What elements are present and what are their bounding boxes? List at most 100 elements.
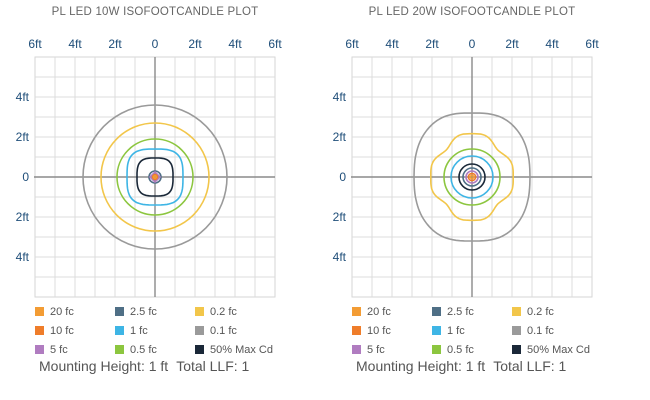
legend-label: 50% Max Cd — [210, 343, 273, 356]
y-tick-label: 4ft — [16, 250, 30, 264]
mounting-caption: Mounting Height: 1 ft Total LLF: 1 — [356, 358, 574, 374]
legend-swatch — [195, 326, 204, 335]
legend-swatch — [352, 345, 361, 354]
isofootcandle-plot: 6ft 4ft 2ft 0 2ft 4ft 6ft 4ft 2ft 0 2ft 4ft — [333, 37, 599, 298]
y-tick-label: 2ft — [333, 130, 347, 144]
legend-swatch — [195, 345, 204, 354]
x-tick-label: 0 — [469, 37, 476, 51]
y-tick-label: 0 — [22, 170, 29, 184]
isolines — [413, 112, 531, 242]
x-tick-label: 2ft — [188, 37, 202, 51]
x-tick-label: 6ft — [345, 37, 359, 51]
isoline-0-2-fc — [100, 122, 210, 232]
isoline-10-fc — [467, 172, 477, 182]
legend-label: 5 fc — [50, 343, 68, 356]
legend-item: 2.5 fc — [432, 302, 512, 321]
legend-label: 1 fc — [447, 324, 465, 337]
isoline-5-fc — [465, 170, 479, 184]
y-tick-label: 2ft — [333, 210, 347, 224]
legend-swatch — [35, 345, 44, 354]
legend-swatch — [432, 326, 441, 335]
legend-label: 0.1 fc — [210, 324, 237, 337]
isoline-5-fc — [148, 170, 162, 184]
legend-swatch — [115, 326, 124, 335]
isoline-0-5-fc — [443, 148, 501, 206]
y-tick-label: 2ft — [16, 210, 30, 224]
y-tick-label: 2ft — [16, 130, 30, 144]
legend-swatch — [352, 326, 361, 335]
x-tick-label: 6ft — [268, 37, 282, 51]
legend-label: 1 fc — [130, 324, 148, 337]
legend-item: 20 fc — [35, 302, 115, 321]
total-llf-text: Total LLF: 1 — [493, 358, 567, 374]
legend-swatch — [432, 345, 441, 354]
legend-item: 20 fc — [352, 302, 432, 321]
y-tick-label: 0 — [339, 170, 346, 184]
isoline-10-fc — [151, 173, 159, 181]
legend-swatch — [512, 345, 521, 354]
isoline-50-max-cd — [458, 163, 486, 191]
legend-swatch — [352, 307, 361, 316]
isoline-1-fc — [450, 155, 494, 199]
legend-swatch — [195, 307, 204, 316]
mounting-height-text: Mounting Height: 1 ft — [39, 358, 169, 374]
x-tick-label: 4ft — [228, 37, 242, 51]
mounting-caption: Mounting Height: 1 ft Total LLF: 1 — [39, 358, 257, 374]
isoline-0-1-fc — [413, 112, 531, 242]
legend-item: 10 fc — [35, 321, 115, 340]
chart-panel-2: PL LED 20W ISOFOOTCANDLE PLOT 6ft 4ft 2ft 0 2… — [325, 0, 650, 400]
y-tick-label: 4ft — [16, 90, 30, 104]
chart-panel-1: PL LED 10W ISOFOOTCANDLE PLOT 6ft 4ft 2ft 0 2… — [16, 6, 283, 374]
y-tick-label: 4ft — [333, 250, 347, 264]
legend-item: 1 fc — [432, 321, 512, 340]
legend-swatch — [512, 326, 521, 335]
legend-label: 0.2 fc — [527, 305, 554, 318]
x-tick-label: 2ft — [505, 37, 519, 51]
legend-label: 0.2 fc — [210, 305, 237, 318]
x-tick-label: 4ft — [385, 37, 399, 51]
legend-item: 50% Max Cd — [195, 340, 275, 359]
legend-item: 0.5 fc — [115, 340, 195, 359]
legend-swatch — [35, 326, 44, 335]
legend-item: 0.1 fc — [195, 321, 275, 340]
isoline-0-1-fc — [82, 104, 228, 250]
isoline-2-5-fc — [462, 167, 482, 187]
x-tick-label: 4ft — [545, 37, 559, 51]
legend-label: 20 fc — [367, 305, 391, 318]
legend-label: 0.5 fc — [447, 343, 474, 356]
legend-item: 50% Max Cd — [512, 340, 592, 359]
legend-swatch — [35, 307, 44, 316]
legend-label: 2.5 fc — [447, 305, 474, 318]
legend-label: 50% Max Cd — [527, 343, 590, 356]
isolines — [82, 104, 228, 250]
total-llf-text: Total LLF: 1 — [176, 358, 250, 374]
legend-swatch — [432, 307, 441, 316]
x-tick-label: 2ft — [425, 37, 439, 51]
legend-item: 0.5 fc — [432, 340, 512, 359]
legend-swatch — [115, 345, 124, 354]
legend-item: 2.5 fc — [115, 302, 195, 321]
chart-title: PL LED 20W ISOFOOTCANDLE PLOT — [368, 6, 576, 18]
legend-label: 0.5 fc — [130, 343, 157, 356]
legend-item: 10 fc — [352, 321, 432, 340]
isoline-50-max-cd — [136, 157, 174, 197]
legend-item: 0.2 fc — [195, 302, 275, 321]
x-tick-label: 2ft — [108, 37, 122, 51]
isoline-20-fc — [153, 175, 158, 180]
y-tick-label: 4ft — [333, 90, 347, 104]
mounting-height-text: Mounting Height: 1 ft — [356, 358, 486, 374]
legend-label: 5 fc — [367, 343, 385, 356]
isoline-1-fc — [126, 148, 184, 206]
legend-item: 0.2 fc — [512, 302, 592, 321]
x-tick-label: 4ft — [68, 37, 82, 51]
isoline-0-2-fc — [430, 132, 514, 222]
chart-title: PL LED 10W ISOFOOTCANDLE PLOT — [51, 6, 259, 18]
isoline-20-fc — [469, 174, 475, 180]
legend-swatch — [115, 307, 124, 316]
legend: 20 fc 2.5 fc 0.2 fc 10 fc 1 fc 0.1 fc 5 fc 0.5 … — [352, 302, 592, 356]
legend-label: 20 fc — [50, 305, 74, 318]
legend-item: 0.1 fc — [512, 321, 592, 340]
isoline-0-5-fc — [116, 138, 194, 216]
legend: 20 fc 2.5 fc 0.2 fc 10 fc 1 fc 0.1 fc 5 fc 0.5 … — [35, 302, 275, 356]
